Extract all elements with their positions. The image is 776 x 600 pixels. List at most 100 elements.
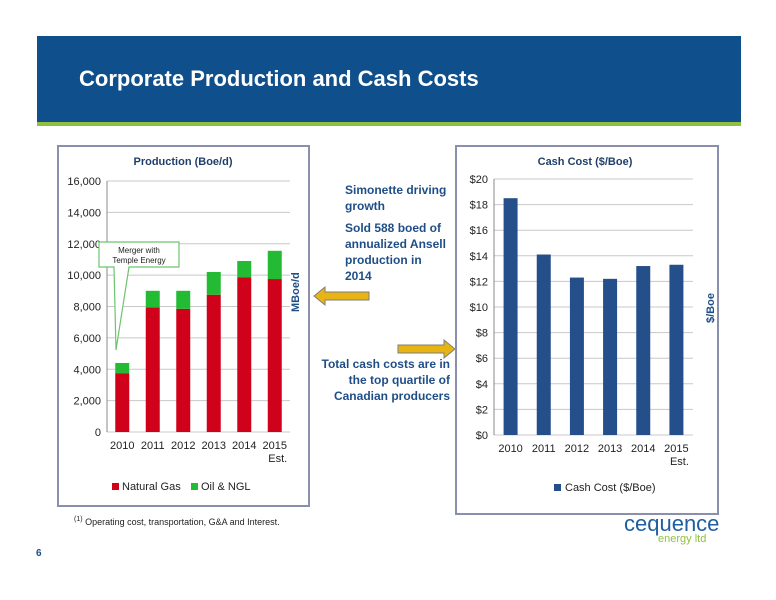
bar [237, 277, 252, 432]
mboe-axis-label: MBoe/d [290, 272, 302, 312]
legend-label-cash-cost: Cash Cost ($/Boe) [565, 482, 655, 494]
legend-label-oil-ngl: Oil & NGL [201, 481, 251, 493]
y-tick-label: $14 [470, 251, 488, 263]
callout-line1: Merger with [118, 246, 160, 255]
y-tick-label: 10,000 [67, 270, 101, 282]
cash-cost-chart: Cash Cost ($/Boe) $0 $2 $4 $6 $8 $10 $12 $14 $16… [455, 145, 719, 515]
footnote: (1) Operating cost, transportation, G&A … [74, 516, 280, 527]
note-simonette: Simonette driving growth [345, 182, 446, 214]
bar [115, 373, 130, 432]
y-tick-label: 0 [95, 427, 101, 439]
bar [267, 279, 282, 432]
cash-cost-chart-svg: Cash Cost ($/Boe) $0 $2 $4 $6 $8 $10 $12 $14 $16… [470, 156, 693, 494]
bar [603, 278, 618, 435]
production-bars [115, 250, 282, 432]
note-simonette-line1: Simonette driving [345, 183, 447, 197]
logo-tagline: energy ltd [658, 533, 707, 545]
bar [636, 266, 651, 435]
y-tick-label: $8 [476, 328, 488, 340]
bar [237, 261, 252, 278]
y-tick-label: 16,000 [67, 176, 101, 188]
x-tick-label: 2015 [263, 440, 287, 452]
production-chart: Production (Boe/d) 0 2,000 4,000 6,000 8,000… [57, 145, 310, 507]
y-tick-label: 8,000 [73, 302, 101, 314]
y-tick-label: 6,000 [73, 333, 101, 345]
x-tick-label: 2015 [664, 443, 688, 455]
y-tick-label: 14,000 [67, 207, 101, 219]
bar [669, 264, 684, 435]
x-tick-sublabel: Est. [670, 456, 689, 468]
arrow-left-icon [313, 285, 370, 307]
x-tick-label: 2011 [532, 443, 556, 455]
bar [536, 254, 551, 435]
bar [115, 362, 130, 374]
y-tick-label: $18 [470, 200, 488, 212]
bar [503, 198, 518, 435]
footnote-marker: (1) [74, 516, 83, 523]
y-tick-label: $6 [476, 353, 488, 365]
page-number: 6 [36, 548, 42, 559]
note-simonette-line2: growth [345, 199, 385, 213]
note-cash-line3: Canadian producers [333, 389, 450, 403]
y-tick-label: $20 [470, 174, 488, 186]
x-tick-label: 2014 [631, 443, 655, 455]
note-sold-line1: Sold 588 boed of [345, 221, 442, 235]
production-y-ticks: 0 2,000 4,000 6,000 8,000 10,000 12,000 14,000 1… [67, 176, 101, 439]
note-sold: Sold 588 boed of annualized Ansell produ… [345, 220, 446, 284]
x-tick-label: 2012 [171, 440, 195, 452]
dollar-boe-axis-label: $/Boe [705, 293, 717, 323]
cash-cost-legend: Cash Cost ($/Boe) [554, 482, 655, 494]
y-tick-label: $0 [476, 430, 488, 442]
slide-title: Corporate Production and Cash Costs [79, 66, 479, 91]
x-tick-label: 2011 [141, 440, 165, 452]
cash-cost-chart-title: Cash Cost ($/Boe) [538, 156, 633, 168]
title-banner: Corporate Production and Cash Costs [37, 36, 741, 122]
note-cash-line1: Total cash costs are in [321, 357, 451, 371]
y-tick-label: $4 [476, 379, 488, 391]
bar [206, 271, 221, 295]
legend-swatch-oil-ngl [191, 483, 198, 490]
x-tick-label: 2010 [110, 440, 134, 452]
bar [176, 308, 191, 432]
bar [267, 250, 282, 280]
note-cash-costs: Total cash costs are in the top quartile… [318, 356, 451, 404]
y-tick-label: $16 [470, 225, 488, 237]
bar [176, 290, 191, 309]
note-cash-line2: the top quartile of [348, 373, 450, 387]
y-tick-label: 4,000 [73, 364, 101, 376]
note-sold-line4: 2014 [345, 269, 372, 283]
x-tick-label: 2014 [232, 440, 256, 452]
banner-stripe [37, 122, 741, 126]
legend-swatch-natural-gas [112, 483, 119, 490]
note-sold-line2: annualized Ansell [345, 237, 446, 251]
y-tick-label: $12 [470, 276, 488, 288]
x-tick-label: 2013 [202, 440, 226, 452]
y-tick-label: $10 [470, 302, 488, 314]
bar [569, 277, 584, 435]
cash-cost-bars [503, 198, 684, 435]
bar [206, 294, 221, 432]
y-tick-label: 12,000 [67, 239, 101, 251]
callout-line2: Temple Energy [112, 256, 165, 265]
legend-label-natural-gas: Natural Gas [122, 481, 181, 493]
logo-wordmark: cequence [624, 511, 720, 536]
production-chart-title: Production (Boe/d) [134, 156, 233, 168]
y-tick-label: $2 [476, 404, 488, 416]
x-tick-label: 2013 [598, 443, 622, 455]
x-tick-label: 2012 [565, 443, 589, 455]
y-tick-label: 2,000 [73, 396, 101, 408]
production-grid [106, 180, 290, 433]
bar [145, 307, 160, 432]
cash-cost-grid [493, 178, 693, 436]
production-legend: Natural Gas Oil & NGL [112, 481, 251, 493]
cash-cost-y-ticks: $0 $2 $4 $6 $8 $10 $12 $14 $16 $18 $20 [470, 174, 488, 442]
legend-swatch-cash-cost [554, 484, 561, 491]
arrow-right-icon [397, 338, 456, 360]
production-chart-svg: Production (Boe/d) 0 2,000 4,000 6,000 8,000… [67, 156, 290, 493]
merger-callout: Merger with Temple Energy [98, 241, 180, 351]
note-sold-line3: production in [345, 253, 422, 267]
x-tick-label: 2010 [498, 443, 522, 455]
bar [145, 290, 160, 308]
